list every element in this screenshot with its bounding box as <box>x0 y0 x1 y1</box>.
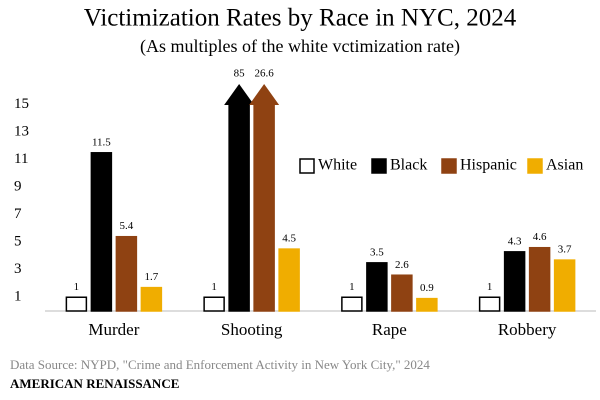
bar-arrow <box>249 84 280 105</box>
chart-subtitle: (As multiples of the white vctimization … <box>140 36 460 57</box>
legend-swatch <box>527 158 543 174</box>
x-tick-label: Murder <box>88 320 139 339</box>
footer: AMERICAN RENAISSANCE <box>10 376 179 391</box>
bar <box>278 248 300 312</box>
y-tick-label: 9 <box>14 179 22 195</box>
bar <box>416 297 438 312</box>
bar <box>341 296 363 312</box>
bar <box>391 274 413 312</box>
bar <box>528 246 551 312</box>
y-tick-label: 7 <box>14 206 22 222</box>
bar <box>553 259 576 312</box>
legend-label: Hispanic <box>460 157 517 174</box>
x-tick-label: Rape <box>372 320 407 339</box>
value-label: 5.4 <box>120 220 134 232</box>
y-tick-label: 5 <box>14 234 22 250</box>
bar <box>65 296 88 312</box>
bar <box>228 103 250 312</box>
bar <box>366 262 388 312</box>
value-label: 85 <box>234 68 246 80</box>
bar <box>203 296 225 312</box>
bar <box>140 286 163 312</box>
legend-label: White <box>318 157 357 174</box>
value-label: 11.5 <box>92 136 111 148</box>
legend-label: Black <box>390 157 427 174</box>
source: Data Source: NYPD, "Crime and Enforcemen… <box>10 357 430 372</box>
value-label: 1 <box>487 281 493 293</box>
value-label: 1.7 <box>145 271 159 283</box>
value-label: 1 <box>74 281 80 293</box>
value-label: 0.9 <box>420 282 434 294</box>
value-label: 26.6 <box>255 68 275 80</box>
bar <box>90 152 113 312</box>
x-tick-label: Robbery <box>498 320 557 339</box>
bar <box>115 235 138 312</box>
value-label: 4.3 <box>508 235 522 247</box>
value-label: 1 <box>349 281 355 293</box>
y-tick-label: 11 <box>14 151 28 167</box>
y-tick-label: 3 <box>14 261 22 277</box>
value-label: 4.6 <box>533 231 547 243</box>
legend-swatch <box>371 158 387 174</box>
y-tick-label: 13 <box>14 124 29 140</box>
value-label: 1 <box>211 281 217 293</box>
value-label: 2.6 <box>395 259 409 271</box>
legend-swatch <box>441 158 457 174</box>
legend-label: Asian <box>546 157 583 174</box>
bar <box>478 296 501 312</box>
y-tick-label: 15 <box>14 96 29 112</box>
chart-title: Victimization Rates by Race in NYC, 2024 <box>84 5 517 32</box>
y-tick-label: 1 <box>14 289 22 305</box>
value-label: 3.7 <box>558 244 572 256</box>
bar <box>253 103 275 312</box>
value-label: 3.5 <box>370 246 384 258</box>
value-label: 4.5 <box>282 233 296 245</box>
bar-arrow <box>224 84 255 105</box>
bar <box>503 251 526 312</box>
x-tick-label: Shooting <box>221 320 283 339</box>
legend-swatch <box>299 158 315 174</box>
